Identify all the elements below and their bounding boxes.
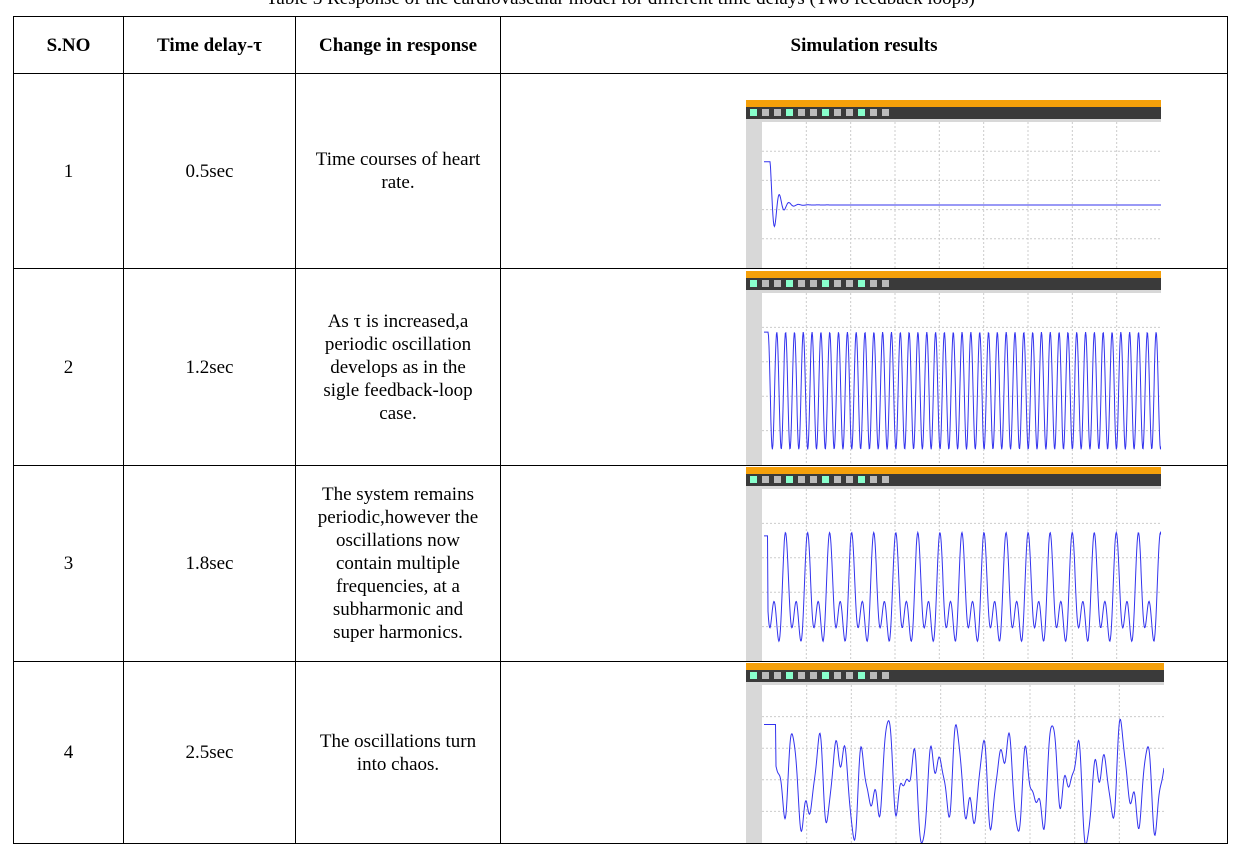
toolbar-icon [882, 476, 889, 483]
toolbar-icon [822, 476, 829, 483]
results-table: S.NO Time delay-τ Change in response Sim… [13, 16, 1228, 844]
toolbar-icon [762, 476, 769, 483]
toolbar-icon [834, 109, 841, 116]
cell: 4 [14, 662, 124, 844]
toolbar-icon [774, 109, 781, 116]
toolbar-icon [798, 280, 805, 287]
simulation-screenshot [746, 467, 1161, 661]
toolbar-icon [846, 476, 853, 483]
cell: The oscillations turn into chaos. [296, 662, 501, 844]
toolbar-icon [858, 672, 865, 679]
toolbar-icon [870, 280, 877, 287]
cell: 2.5sec [124, 662, 296, 844]
toolbar-icon [774, 280, 781, 287]
toolbar-icon [870, 476, 877, 483]
toolbar-icon [762, 280, 769, 287]
cell: Time courses of heart rate. [296, 74, 501, 269]
toolbar-icon [846, 672, 853, 679]
cell: 1.2sec [124, 269, 296, 466]
toolbar-icon [858, 280, 865, 287]
toolbar-icon [810, 109, 817, 116]
toolbar-icon [882, 280, 889, 287]
sim-cell [501, 74, 1228, 269]
toolbar-icon [810, 476, 817, 483]
toolbar-icon [750, 476, 757, 483]
simulation-screenshot [746, 100, 1161, 268]
header-cell: S.NO [14, 17, 124, 74]
toolbar-icon [846, 109, 853, 116]
row: 4 2.5sec The oscillations turn into chao… [14, 662, 1228, 844]
cell: 2 [14, 269, 124, 466]
header-row: S.NO Time delay-τ Change in response Sim… [14, 17, 1228, 74]
toolbar-icon [846, 280, 853, 287]
cell: As τ is increased,a periodic oscillation… [296, 269, 501, 466]
sim-cell [501, 269, 1228, 466]
toolbar-icon [786, 672, 793, 679]
page: Table 3 Response of the cardiovascular m… [0, 0, 1241, 843]
toolbar-icon [750, 672, 757, 679]
toolbar-icon [750, 280, 757, 287]
toolbar-icon [786, 109, 793, 116]
toolbar-icon [882, 109, 889, 116]
row: 2 1.2sec As τ is increased,a periodic os… [14, 269, 1228, 466]
toolbar-icon [858, 109, 865, 116]
toolbar-icon [870, 672, 877, 679]
toolbar-icon [786, 280, 793, 287]
plot-area [762, 122, 1161, 268]
toolbar-icon [834, 280, 841, 287]
cell: 3 [14, 466, 124, 662]
title-bar [746, 271, 1161, 278]
table-caption: Table 3 Response of the cardiovascular m… [0, 0, 1241, 10]
toolbar-icon [822, 109, 829, 116]
toolbar-icon [750, 109, 757, 116]
toolbar-icon [762, 109, 769, 116]
toolbar-icon [774, 672, 781, 679]
toolbar-icon [810, 280, 817, 287]
toolbar-icon [762, 672, 769, 679]
cell: 0.5sec [124, 74, 296, 269]
toolbar-icon [870, 109, 877, 116]
toolbar [746, 278, 1161, 290]
toolbar-icon [858, 476, 865, 483]
toolbar-icon [882, 672, 889, 679]
simulation-screenshot [746, 271, 1161, 465]
sim-cell [501, 466, 1228, 662]
toolbar-icon [810, 672, 817, 679]
toolbar-icon [834, 672, 841, 679]
title-bar [746, 467, 1161, 474]
toolbar-icon [822, 280, 829, 287]
toolbar-icon [798, 109, 805, 116]
cell: The system remains periodic,however the … [296, 466, 501, 662]
title-bar [746, 100, 1161, 107]
title-bar [746, 663, 1164, 670]
toolbar [746, 107, 1161, 119]
header-cell: Time delay-τ [124, 17, 296, 74]
toolbar-icon [786, 476, 793, 483]
toolbar-icon [798, 672, 805, 679]
row: 3 1.8sec The system remains periodic,how… [14, 466, 1228, 662]
toolbar-icon [822, 672, 829, 679]
simulation-screenshot [746, 663, 1164, 843]
toolbar [746, 670, 1164, 682]
toolbar-icon [798, 476, 805, 483]
header-cell: Change in response [296, 17, 501, 74]
toolbar [746, 474, 1161, 486]
row: 1 0.5sec Time courses of heart rate. [14, 74, 1228, 269]
cell: 1.8sec [124, 466, 296, 662]
toolbar-icon [834, 476, 841, 483]
cell: 1 [14, 74, 124, 269]
header-cell: Simulation results [501, 17, 1228, 74]
sim-cell [501, 662, 1228, 844]
toolbar-icon [774, 476, 781, 483]
